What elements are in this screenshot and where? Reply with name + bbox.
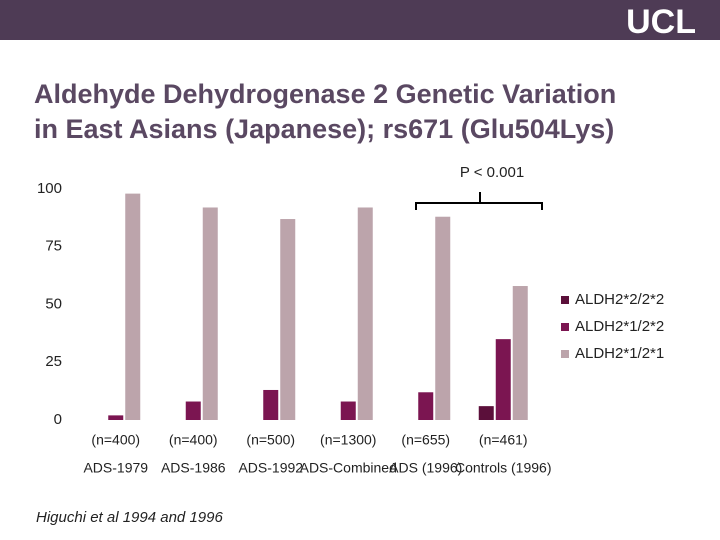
legend-swatch: [561, 323, 569, 331]
sample-size-label: (n=400): [169, 432, 218, 448]
bar: [340, 401, 356, 420]
bar: [280, 219, 296, 420]
y-tick-label: 100: [37, 180, 62, 197]
bar: [125, 193, 141, 420]
legend-label: ALDH2*1/2*1: [575, 345, 664, 362]
bar: [263, 389, 279, 420]
chart-subtitle: in East Asians (Japanese); rs671 (Glu504…: [34, 114, 614, 144]
significance-bracket: [415, 192, 543, 210]
legend-swatch: [561, 296, 569, 304]
footnote: Higuchi et al 1994 and 1996: [36, 509, 223, 526]
annotation: P < 0.001: [460, 164, 524, 181]
x-tick-label: ADS-1979: [83, 460, 148, 476]
sample-size-label: (n=1300): [320, 432, 376, 448]
legend-swatch: [561, 350, 569, 358]
x-tick-label: Controls (1996): [455, 460, 552, 476]
bar: [435, 216, 451, 420]
sample-size-label: (n=655): [401, 432, 450, 448]
x-tick-label: ADS-1992: [238, 460, 303, 476]
x-tick-label: ADS (1996): [389, 460, 462, 476]
y-tick-label: 50: [45, 295, 62, 312]
bar: [357, 207, 373, 420]
logo: UCL: [626, 3, 696, 41]
bar: [495, 339, 511, 420]
chart-title: Aldehyde Dehydrogenase 2 Genetic Variati…: [34, 79, 616, 109]
bar: [512, 286, 528, 420]
bar: [202, 207, 218, 420]
legend-label: ALDH2*1/2*2: [575, 318, 664, 335]
legend-label: ALDH2*2/2*2: [575, 291, 664, 308]
bar: [108, 415, 124, 420]
x-tick-label: ADS-Combined: [300, 460, 397, 476]
bar: [418, 392, 434, 420]
header-bar: [0, 0, 720, 40]
bar: [185, 401, 201, 420]
y-tick-label: 25: [45, 353, 62, 370]
sample-size-label: (n=461): [479, 432, 528, 448]
x-tick-label: ADS-1986: [161, 460, 226, 476]
bar: [478, 406, 494, 420]
sample-size-label: (n=400): [91, 432, 140, 448]
y-tick-label: 75: [45, 238, 62, 255]
y-tick-label: 0: [54, 411, 62, 428]
sample-size-label: (n=500): [246, 432, 295, 448]
